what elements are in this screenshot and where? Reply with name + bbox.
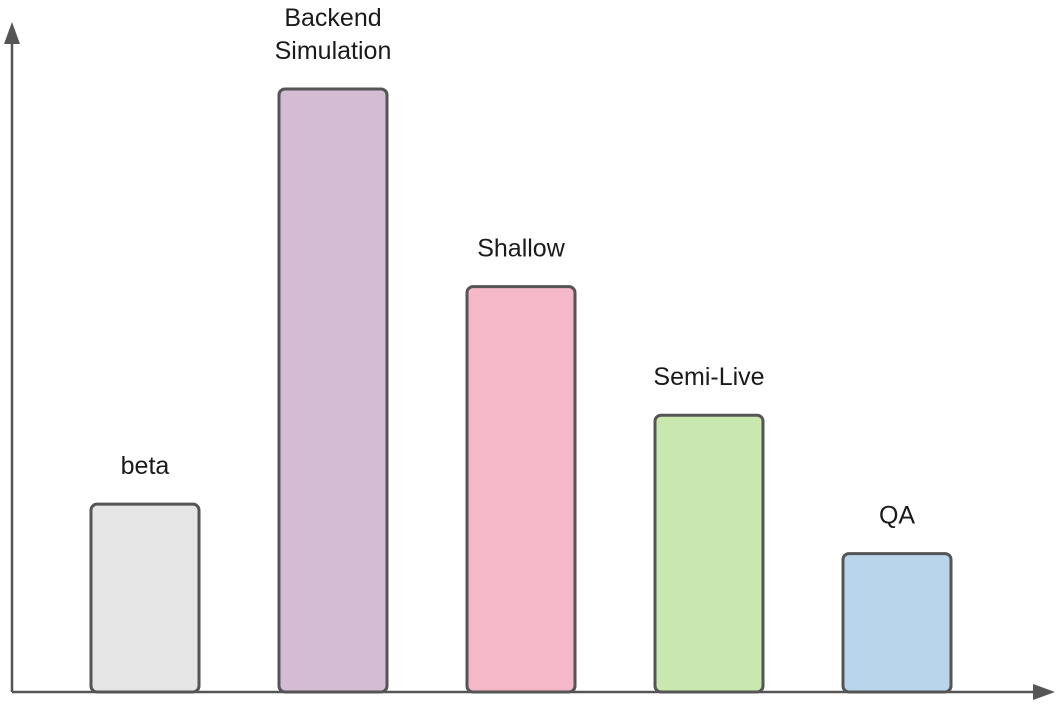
- bar-label: beta: [121, 452, 170, 480]
- bar-label-line: Semi-Live: [653, 363, 764, 391]
- bar-label-line: Shallow: [477, 235, 565, 263]
- bar-semi-live: [653, 413, 765, 694]
- bar-qa: [841, 552, 953, 694]
- bar-backend-simulation: [277, 87, 389, 694]
- bars: [89, 87, 953, 694]
- y-axis-arrowhead: [4, 22, 20, 44]
- bar-label-line: Backend: [284, 4, 381, 32]
- bar-shallow: [465, 285, 577, 694]
- bar-label-line: QA: [879, 502, 915, 530]
- x-axis-arrowhead: [1033, 684, 1055, 700]
- bar-label: QA: [879, 502, 915, 530]
- bar-label: Backend Simulation: [275, 4, 392, 65]
- bar-label-line: beta: [121, 452, 170, 480]
- bar-label-line: Simulation: [275, 37, 392, 65]
- bar-beta: [89, 502, 201, 694]
- bar-label: Shallow: [477, 235, 565, 263]
- bar-labels: beta Backend Simulation Shallow Semi-Live QA: [121, 4, 916, 530]
- bar-label: Semi-Live: [653, 363, 764, 391]
